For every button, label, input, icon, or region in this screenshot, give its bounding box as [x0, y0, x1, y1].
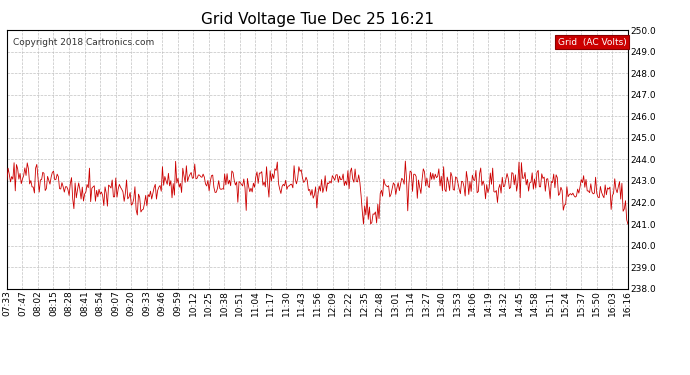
Text: Copyright 2018 Cartronics.com: Copyright 2018 Cartronics.com: [13, 38, 155, 47]
Text: Grid  (AC Volts): Grid (AC Volts): [558, 38, 627, 47]
Title: Grid Voltage Tue Dec 25 16:21: Grid Voltage Tue Dec 25 16:21: [201, 12, 434, 27]
